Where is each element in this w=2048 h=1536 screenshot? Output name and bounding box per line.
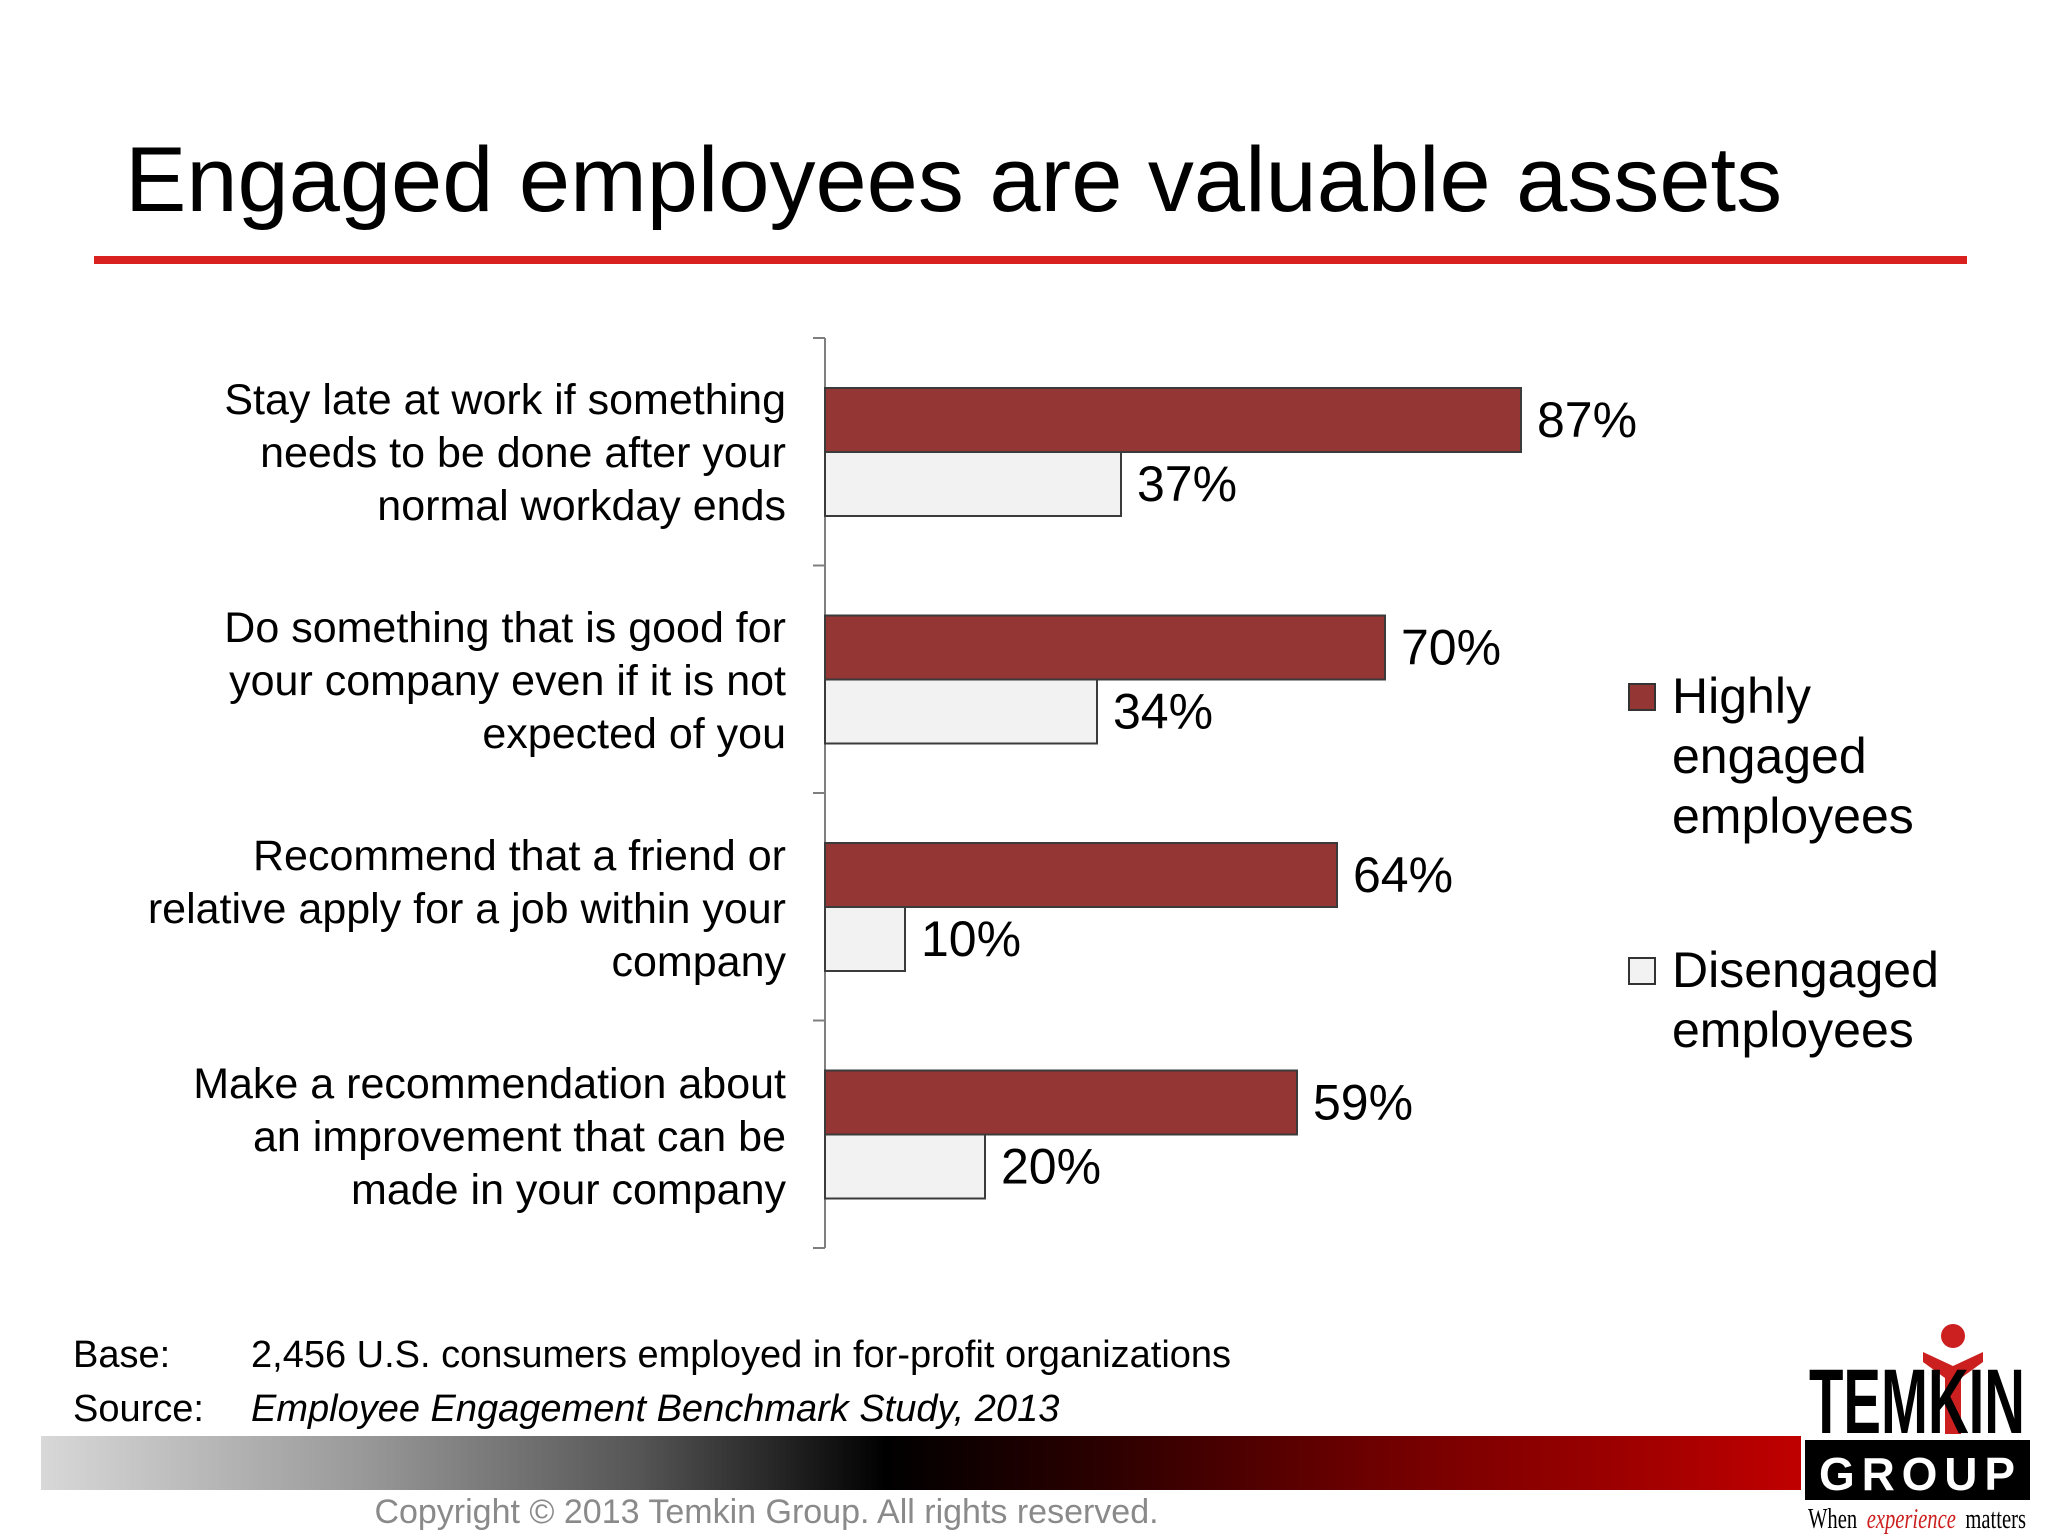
data-label-disengaged-3: 20% [1001,1139,1101,1195]
slide-title: Engaged employees are valuable assets [125,129,1783,231]
footnote-base-row: Base: 2,456 U.S. consumers employed in fo… [73,1328,1231,1382]
logo-tagline-experience: experience [1867,1504,1956,1535]
data-label-highly-engaged-0: 87% [1537,392,1637,448]
logo-group-text: GROUP [1819,1448,2015,1500]
footnote-source-value: Employee Engagement Benchmark Study, 201… [251,1388,1060,1430]
data-label-disengaged-0: 37% [1137,456,1237,512]
category-label-2: Recommend that a friend or relative appl… [147,832,786,986]
data-label-highly-engaged-2: 64% [1353,847,1453,903]
logo-tagline-when: When [1808,1504,1857,1535]
category-label-0: Stay late at work if something needs to … [224,376,786,530]
legend-label-disengaged: Disengaged employees [1672,942,1939,1058]
bar-highly-engaged-2 [824,842,1338,908]
data-label-highly-engaged-1: 70% [1401,620,1501,676]
title-underline [94,256,1967,264]
footnote-base-value: 2,456 U.S. consumers employed in for-pro… [251,1334,1232,1376]
category-label-1: Do something that is good for your compa… [224,604,786,758]
legend-swatch-disengaged [1628,957,1656,985]
legend-label-highly-engaged: Highly engaged employees [1672,668,1914,844]
bar-disengaged-0 [824,451,1122,517]
footer-gradient-band [41,1436,1801,1490]
data-label-highly-engaged-3: 59% [1313,1075,1413,1131]
logo-group-bar [1805,1440,2030,1500]
data-label-disengaged-1: 34% [1113,684,1213,740]
logo-tagline: When experience matters [1808,1504,2026,1535]
bar-highly-engaged-3 [824,1069,1298,1136]
bar-highly-engaged-0 [824,387,1522,453]
footnote-source-row: Source: Employee Engagement Benchmark Stu… [73,1382,1231,1436]
bar-disengaged-2 [824,906,906,972]
legend-swatch-highly-engaged [1628,683,1656,711]
data-label-disengaged-2: 10% [921,911,1021,967]
copyright-notice: Copyright © 2013 Temkin Group. All right… [374,1493,1159,1531]
bar-highly-engaged-1 [824,614,1386,681]
logo-tagline-matters: matters [1965,1504,2026,1535]
logo-figure-body-icon [1923,1352,1983,1434]
category-label-3: Make a recommendation about an improveme… [193,1060,786,1214]
footnote: Base: 2,456 U.S. consumers employed in fo… [73,1328,1231,1436]
logo-figure-head-icon [1941,1324,1965,1348]
temkin-group-logo: TEMKIN GROUP When experience matters [1805,1324,2030,1535]
bar-disengaged-1 [824,678,1098,745]
footnote-source-label: Source: [73,1388,204,1430]
bar-disengaged-3 [824,1133,986,1200]
logo-wordmark: TEMKIN [1809,1351,2025,1453]
footnote-base-label: Base: [73,1334,171,1376]
